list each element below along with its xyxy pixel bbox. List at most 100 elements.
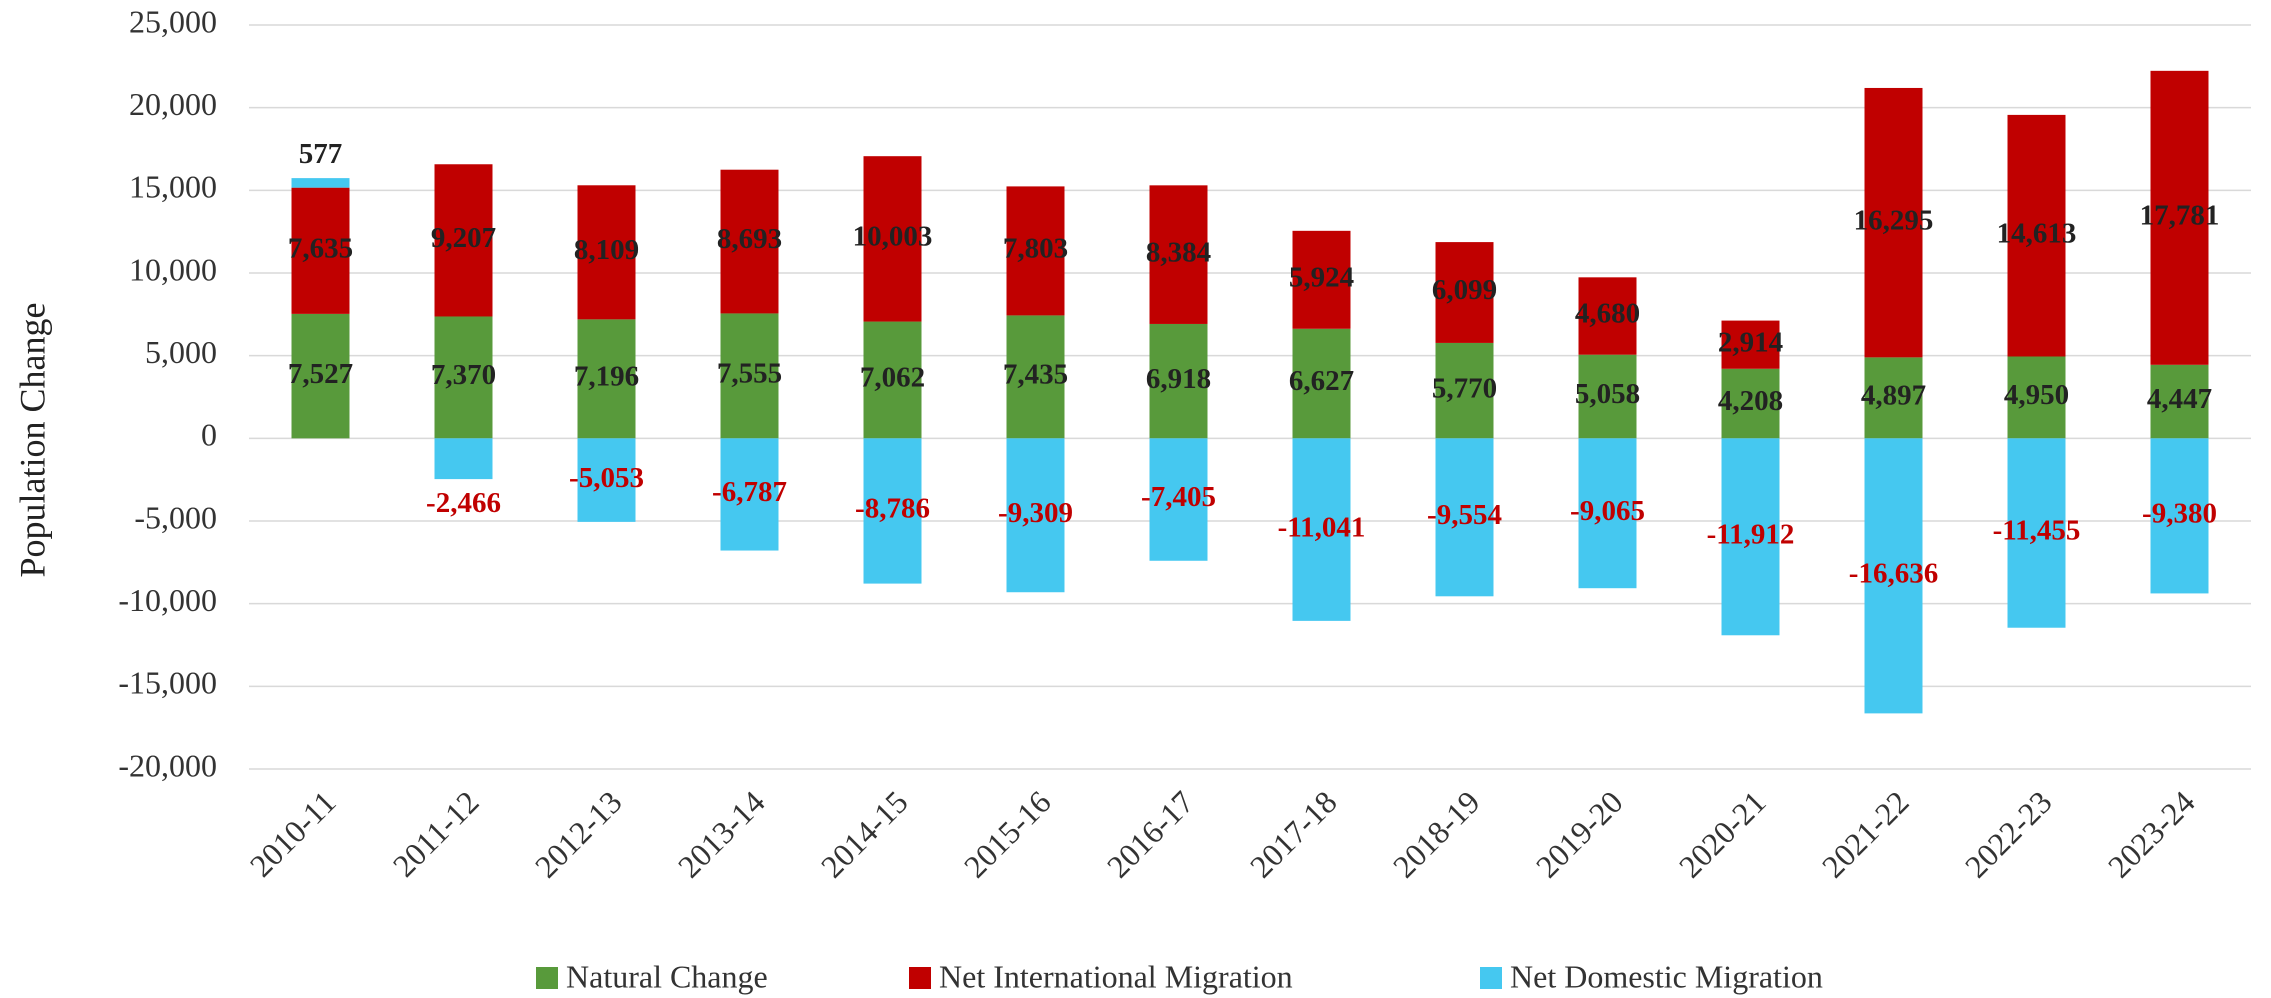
legend-swatch — [1480, 967, 1502, 989]
y-tick-label: 15,000 — [129, 169, 217, 205]
data-label: 8,384 — [1146, 236, 1211, 268]
bar-segment — [1721, 320, 1780, 369]
y-tick-label: -20,000 — [118, 747, 217, 783]
data-label: 4,208 — [1718, 385, 1783, 417]
bar-segment — [2007, 438, 2066, 628]
bar-segment — [1006, 186, 1065, 316]
bar-segment — [577, 319, 636, 439]
data-label: 7,635 — [288, 232, 353, 264]
bar-segment — [1721, 438, 1780, 636]
data-label: -8,786 — [855, 493, 930, 525]
bar-segment — [1006, 315, 1065, 439]
bar-segment — [291, 187, 350, 314]
bar-segment — [720, 313, 779, 439]
x-tick-label: 2021-22 — [1815, 784, 1916, 885]
bar-segment — [1292, 230, 1351, 329]
bar-segment — [720, 169, 779, 314]
y-tick-label: -5,000 — [134, 499, 217, 535]
data-label: 9,207 — [431, 222, 496, 254]
data-label: -9,065 — [1570, 495, 1645, 527]
x-tick-label: 2015-16 — [957, 784, 1058, 885]
x-tick-label: 2012-13 — [528, 784, 629, 885]
bar-segment — [1864, 87, 1923, 358]
legend-swatch — [909, 967, 931, 989]
x-tick-label: 2018-19 — [1386, 784, 1487, 885]
data-label: 5,058 — [1575, 378, 1640, 410]
bar-segment — [577, 438, 636, 522]
data-label: -11,041 — [1278, 511, 1366, 543]
y-tick-label: 5,000 — [145, 334, 217, 370]
data-label: -9,554 — [1427, 499, 1502, 531]
bar-segment — [2150, 364, 2209, 439]
data-label: 4,680 — [1575, 298, 1640, 330]
legend-label: Net Domestic Migration — [1510, 958, 1823, 994]
data-label: -9,380 — [2142, 498, 2217, 530]
data-label: 7,435 — [1003, 359, 1068, 391]
x-tick-label: 2022-23 — [1958, 784, 2059, 885]
bar-segment — [1149, 438, 1208, 561]
y-tick-label: -15,000 — [118, 665, 217, 701]
data-label: -11,912 — [1707, 518, 1795, 550]
bar-segment — [1864, 438, 1923, 714]
data-label: -7,405 — [1141, 481, 1216, 513]
data-label: 2,914 — [1718, 326, 1783, 358]
bar-segment — [1435, 242, 1494, 343]
data-label: 7,555 — [717, 358, 782, 390]
bar-segment — [1149, 323, 1208, 439]
y-tick-label: 25,000 — [129, 3, 217, 39]
bar-segment — [291, 178, 350, 188]
data-label: 7,527 — [288, 358, 353, 390]
legend-label: Net International Migration — [939, 958, 1293, 994]
y-tick-label: 10,000 — [129, 251, 217, 287]
data-label: -11,455 — [1993, 515, 2081, 547]
data-label: 16,295 — [1854, 204, 1934, 236]
x-tick-label: 2020-21 — [1672, 784, 1773, 885]
data-label: 6,918 — [1146, 363, 1211, 395]
bar-segment — [1149, 185, 1208, 324]
data-label: 7,062 — [860, 362, 925, 394]
data-label: -6,787 — [712, 476, 787, 508]
bar-segment — [1578, 277, 1637, 355]
bar-segment — [577, 185, 636, 320]
data-label: 8,693 — [717, 223, 782, 255]
data-label: -2,466 — [426, 487, 501, 519]
y-axis-title: Population Change — [12, 303, 52, 578]
y-tick-label: 20,000 — [129, 86, 217, 122]
x-tick-label: 2014-15 — [814, 784, 915, 885]
data-label: 17,781 — [2140, 199, 2220, 231]
bar-segment — [2007, 356, 2066, 439]
bar-segment — [720, 438, 779, 551]
y-tick-label: -10,000 — [118, 582, 217, 618]
x-tick-label: 2011-12 — [386, 784, 486, 884]
data-label: 7,370 — [431, 359, 496, 391]
data-label: 4,447 — [2147, 383, 2212, 415]
data-label: 14,613 — [1997, 217, 2077, 249]
data-label: -5,053 — [569, 462, 644, 494]
x-tick-label: 2010-11 — [243, 784, 343, 884]
bar-segment — [1578, 438, 1637, 589]
legend-label: Natural Change — [566, 958, 768, 994]
bar-segment — [1435, 438, 1494, 597]
bar-segment — [1435, 342, 1494, 439]
x-tick-label: 2016-17 — [1100, 784, 1201, 885]
data-label: 4,897 — [1861, 380, 1926, 412]
bar-segment — [1292, 328, 1351, 439]
bar-segment — [291, 313, 350, 439]
y-tick-label: 0 — [201, 417, 217, 453]
bar-segment — [1864, 357, 1923, 439]
x-tick-label: 2023-24 — [2101, 784, 2202, 885]
data-label: 6,627 — [1289, 365, 1354, 397]
bar-segment — [2007, 114, 2066, 357]
data-label: -16,636 — [1849, 558, 1938, 590]
data-label: 10,003 — [853, 221, 933, 253]
bar-segment — [863, 321, 922, 439]
x-tick-label: 2013-14 — [671, 784, 772, 885]
data-label: 7,196 — [574, 361, 639, 393]
bar-segment — [1006, 438, 1065, 593]
bar-segment — [1721, 368, 1780, 439]
bar-segment — [1292, 438, 1351, 621]
legend-swatch — [536, 967, 558, 989]
x-tick-label: 2017-18 — [1243, 784, 1344, 885]
bar-segment — [2150, 70, 2209, 365]
